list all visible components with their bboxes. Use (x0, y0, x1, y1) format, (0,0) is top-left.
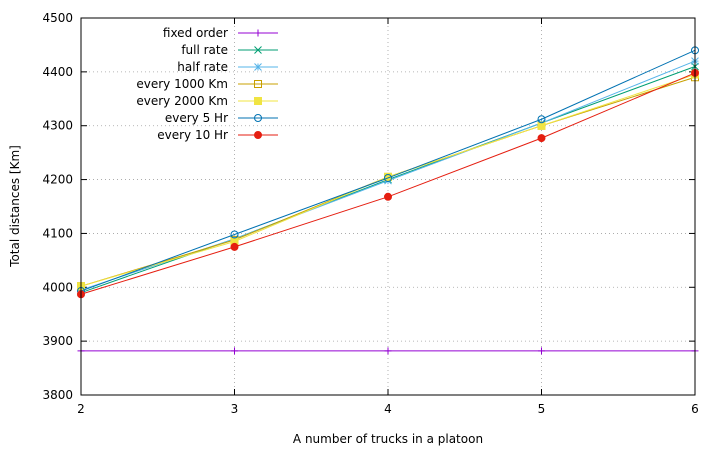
data-point (538, 347, 545, 355)
x-tick-label: 4 (384, 402, 392, 416)
data-point (537, 134, 546, 143)
legend-label: every 2000 Km (136, 94, 228, 108)
legend-label: full rate (181, 43, 228, 57)
y-tick-label: 4200 (42, 173, 73, 187)
plot-frame (80, 17, 696, 396)
series-fixed-order (77, 347, 699, 355)
data-point (384, 347, 392, 355)
x-tick-label: 2 (77, 402, 85, 416)
series-every-5-hr (77, 46, 699, 296)
x-tick-label: 5 (538, 402, 546, 416)
y-tick-label: 4500 (42, 11, 73, 25)
y-axis-label: Total distances [Km] (8, 145, 22, 268)
data-point (537, 115, 546, 124)
legend-label: every 10 Hr (157, 128, 228, 142)
data-point (254, 80, 262, 88)
data-point (254, 63, 262, 71)
x-tick-label: 3 (231, 402, 239, 416)
grid-lines (81, 18, 695, 395)
axis-ticks: 3800 3900 4000 4100 4200 4300 4400 4500 2 3 4 5 6 (42, 11, 698, 416)
data-point (384, 173, 392, 182)
data-point (537, 121, 546, 130)
y-tick-label: 4100 (42, 226, 73, 240)
series-every-10-hr (77, 68, 699, 299)
y-tick-label: 4400 (42, 65, 73, 79)
x-axis-label: A number of trucks in a platoon (293, 432, 483, 446)
legend-label: fixed order (163, 26, 228, 40)
data-point (384, 192, 392, 201)
data-point (231, 347, 238, 355)
data-point (254, 131, 262, 139)
data-point (254, 97, 262, 105)
series-line (80, 49, 696, 292)
data-point (254, 46, 262, 54)
legend-label: every 5 Hr (165, 111, 228, 125)
y-tick-label: 4000 (42, 280, 73, 294)
series-layer (77, 46, 699, 355)
data-point (230, 242, 239, 251)
y-tick-label: 3800 (42, 388, 73, 402)
legend: fixed order full rate half rate every 1000 … (136, 26, 278, 142)
y-tick-label: 4300 (42, 119, 73, 133)
data-point (254, 29, 262, 37)
legend-label: half rate (177, 60, 228, 74)
x-tick-label: 6 (691, 402, 699, 416)
data-point (230, 230, 239, 239)
y-tick-label: 3900 (42, 334, 73, 348)
legend-label: every 1000 Km (136, 77, 228, 91)
data-point (254, 114, 262, 122)
